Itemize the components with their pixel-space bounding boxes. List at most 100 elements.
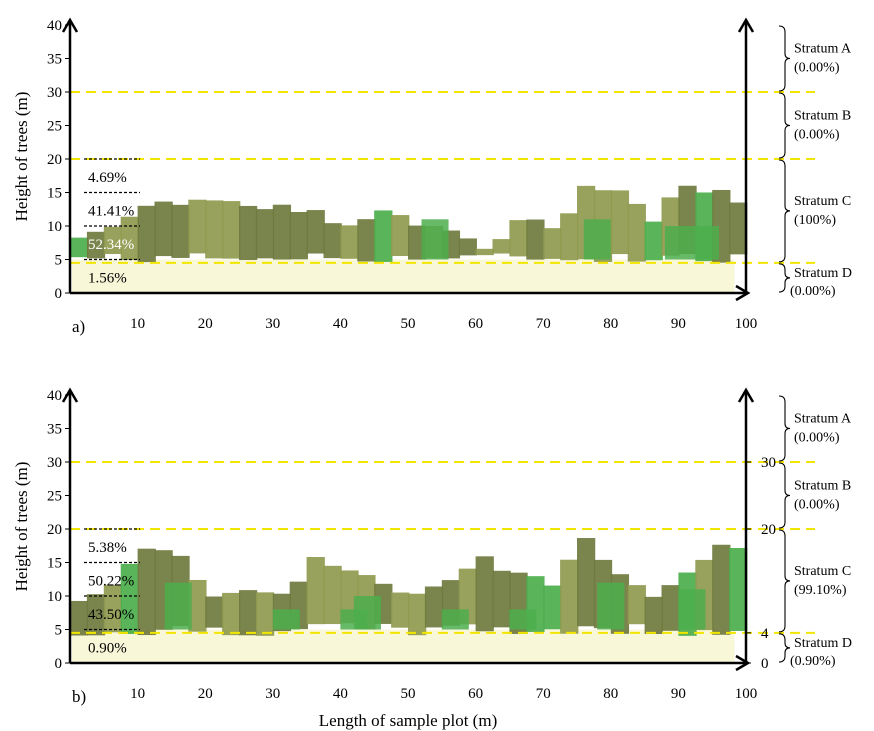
canopy-block [137,205,156,263]
x-tick-label: 30 [265,316,280,332]
height-class-label: 5.38% [88,540,127,556]
right-tick-label: 20 [761,522,776,538]
canopy-block [610,190,630,255]
canopy-block [306,557,325,625]
stratum-value: (0.00%) [790,284,836,299]
canopy-block [272,204,292,260]
y-tick-label: 30 [47,85,62,101]
height-class-label: 0.90% [88,640,127,656]
stratum-value: (0.00%) [794,431,840,446]
canopy-block [70,600,89,636]
canopy-block [492,239,511,254]
canopy-block [560,213,579,261]
x-tick-label: 100 [735,686,758,702]
canopy-block [509,609,537,630]
canopy-block [475,248,494,256]
y-tick-label: 0 [55,656,63,672]
canopy-block [222,201,241,259]
canopy-block [577,538,596,627]
stratum-name: Stratum D [794,266,852,281]
x-tick-label: 80 [603,316,618,332]
canopy-block [441,609,469,630]
canopy-block [408,593,427,636]
stratum-brace [778,633,791,663]
canopy-block [120,563,139,634]
canopy-block [729,202,748,255]
stratum-brace [778,529,791,633]
canopy-block [272,609,300,630]
y-tick-label: 15 [47,556,62,572]
canopy-block [729,547,748,631]
height-class-label: 4.69% [88,170,127,186]
canopy-block [171,204,190,258]
stratum-brace [778,159,791,263]
x-axis-arrow-icon [735,284,751,302]
x-tick-label: 20 [198,686,213,702]
x-tick-label: 10 [130,686,145,702]
stratum-brace [778,92,791,159]
right-tick-label: 0 [761,656,769,672]
height-class-label: 52.34% [88,237,134,253]
x-tick-label: 40 [333,316,348,332]
canopy-block [678,589,706,630]
canopy-block [323,565,342,625]
panel-b: 5.38%50.22%43.50%0.90%051015202530354010… [12,387,852,730]
x-tick-label: 80 [603,686,618,702]
canopy-block [509,220,528,257]
y-axis-arrow-icon [61,17,79,33]
y-tick-label: 25 [47,489,62,505]
canopy-block [103,226,123,255]
y-axis-arrow-icon [61,387,79,403]
x-tick-label: 20 [198,316,213,332]
stratum-value: (0.00%) [794,498,840,513]
x-tick-label: 40 [333,686,348,702]
canopy-block [120,216,139,260]
stratum-name: Stratum C [794,194,851,209]
canopy-block [86,594,106,636]
stratum-brace [778,263,791,293]
canopy-block [492,570,511,628]
x-tick-label: 10 [130,316,145,332]
x-tick-label: 30 [265,686,280,702]
stratum-brace [778,462,791,529]
stratum-brace [778,395,791,462]
stratum-name: Stratum B [794,109,851,124]
y-tick-label: 40 [47,388,62,404]
canopy-block [239,590,258,636]
canopy-block [239,205,258,261]
canopy-block [644,596,663,635]
canopy-block [664,226,692,260]
height-class-label: 1.56% [88,270,127,286]
canopy-block [103,584,123,633]
right-tick-label: 4 [761,626,769,642]
x-tick-label: 60 [468,316,483,332]
canopy-block [323,223,342,259]
stratum-value: (99.10%) [794,583,847,598]
canopy-block [137,548,156,636]
panel-label: a) [72,317,85,336]
right-tick-label: 30 [761,455,776,471]
canopy-block [374,210,393,262]
x-tick-label: 90 [671,316,686,332]
y-tick-label: 0 [55,286,63,302]
understory-band [72,259,735,293]
x-tick-label: 70 [536,686,551,702]
canopy-block [475,556,494,632]
x-tick-label: 70 [536,316,551,332]
stratum-name: Stratum D [794,636,852,651]
stratum-name: Stratum C [794,564,851,579]
canopy-block [188,199,207,254]
canopy-block [205,200,224,259]
canopy-block [391,215,410,257]
canopy-block [712,544,731,635]
y-tick-label: 20 [47,152,62,168]
canopy-block [222,592,241,636]
y-tick-label: 25 [47,119,62,135]
stratum-brace [778,25,791,92]
stratum-name: Stratum B [794,479,851,494]
canopy-block [627,203,646,262]
canopy-block [255,209,275,259]
stratum-value: (100%) [794,213,836,228]
canopy-block [543,228,562,259]
